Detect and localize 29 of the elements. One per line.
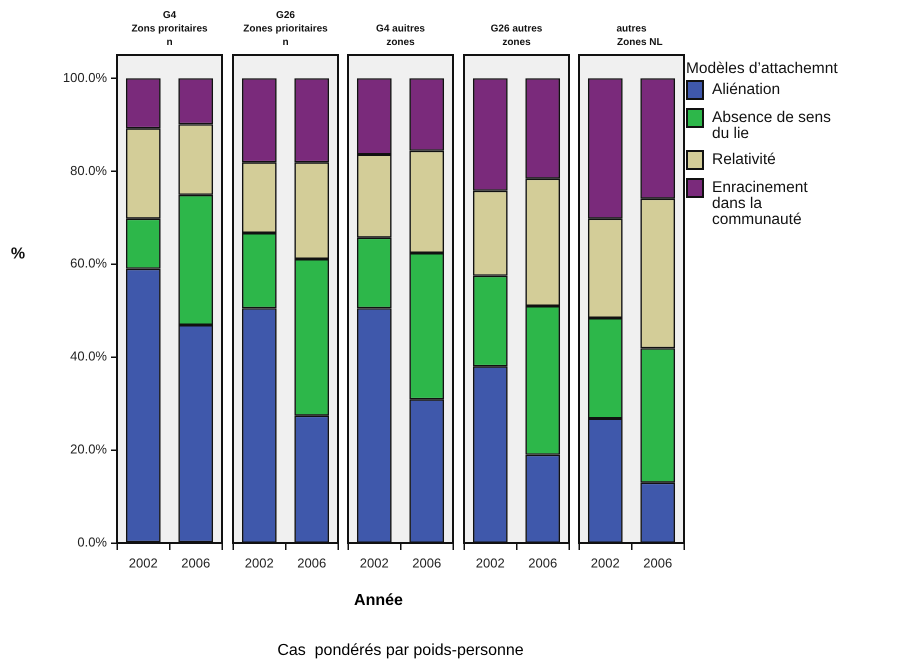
text: Cas pondérés par poids-personne (277, 642, 524, 660)
chart-title: G26 Zones prioritaires n (242, 10, 328, 48)
y-tick-label: 100.0% (62, 70, 108, 85)
x-tick-label: 2002 (590, 555, 620, 570)
y-tick-label: 80.0% (70, 162, 108, 178)
chart-title: G26 autres zones (490, 23, 542, 48)
x-tick-label: 2002 (360, 555, 389, 570)
x-tick-label: 2006 (528, 555, 557, 570)
chart-title: G4 auitres zones (376, 23, 426, 48)
x-tick-label: 2002 (244, 555, 274, 570)
legend-label: Enracinement dans la communauté (712, 178, 809, 228)
y-tick-label: 0.0% (77, 534, 108, 550)
y-tick-label: 20.0% (70, 442, 108, 457)
x-tick-label: 2002 (128, 555, 158, 570)
legend-title: Modèles d’attachemnt (686, 60, 838, 78)
x-tick-label: 2006 (296, 555, 326, 570)
x-tick-label: 2006 (643, 555, 672, 570)
y-tick-label: 40.0% (70, 348, 108, 364)
chart-title: G4 Zons proritaires n (131, 10, 208, 48)
x-tick-label: 2002 (475, 555, 504, 570)
y-tick-label: 60.0% (70, 256, 108, 271)
x-tick-label: 2006 (412, 555, 442, 570)
legend-label: Relativité (712, 150, 776, 168)
legend-label: Absence de sens du lie (712, 108, 832, 142)
legend-label: Aliénation (712, 80, 780, 98)
y-axis-title: % (10, 245, 26, 262)
chart-title: autres Zones NL (600, 23, 663, 48)
x-tick-label: 2006 (181, 555, 210, 570)
x-axis-title: Année (354, 592, 403, 610)
